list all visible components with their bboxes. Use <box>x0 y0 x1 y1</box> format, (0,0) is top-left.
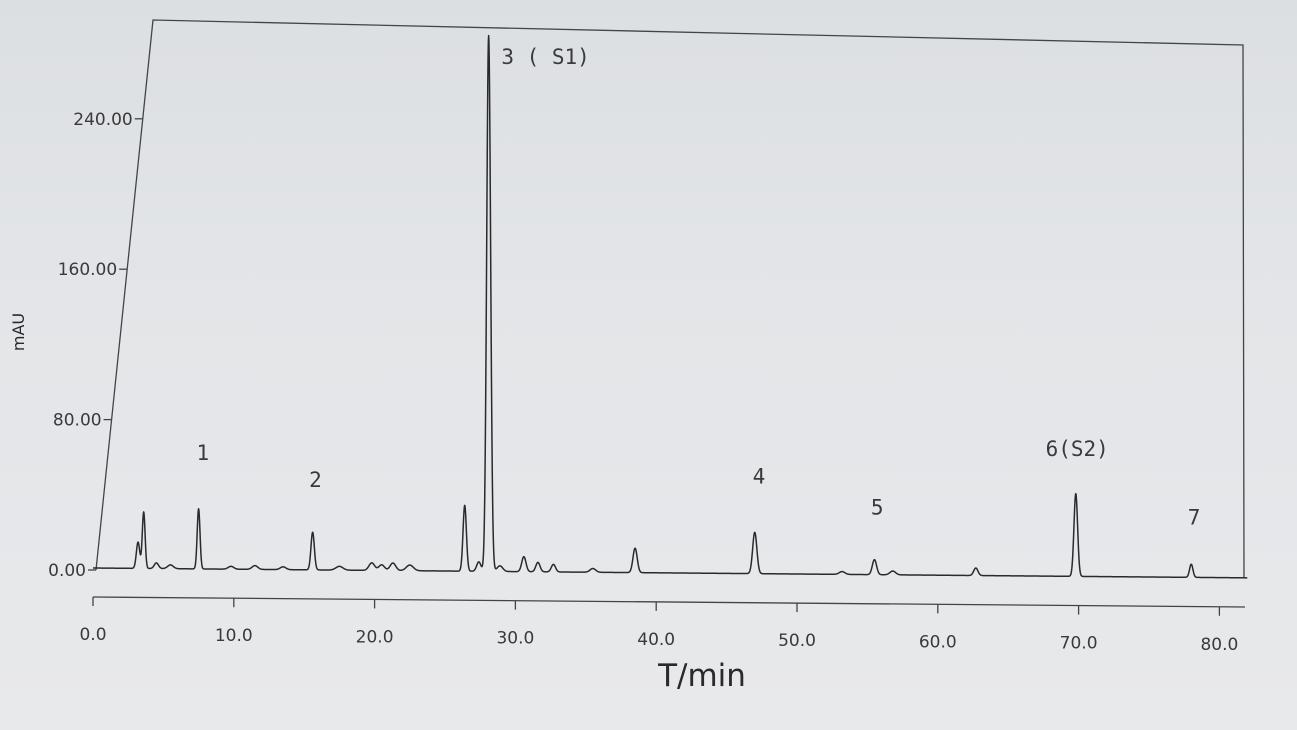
x-axis-title: T/min <box>657 658 746 694</box>
x-tick-label: 40.0 <box>637 630 675 650</box>
y-tick-label: 160.00 <box>58 260 117 280</box>
peak-label: 5 <box>871 496 884 520</box>
x-tick-label: 30.0 <box>496 629 534 649</box>
x-axis-ticks: 0.0 10.0 20.0 30.0 40.0 50.0 60.0 70.0 80.0 <box>79 597 1238 655</box>
x-tick-label: 50.0 <box>778 631 816 651</box>
x-tick-label: 10.0 <box>215 626 253 646</box>
peak-label: 7 <box>1188 506 1201 530</box>
chromatogram-trace <box>92 34 1248 579</box>
x-tick-label: 20.0 <box>356 627 394 647</box>
peak-labels: 1 2 3 ( S1) 4 5 6(S2) 7 <box>196 45 1200 530</box>
peak-label: 4 <box>753 464 766 488</box>
y-tick-label: 0.00 <box>48 561 86 581</box>
y-tick-label: 80.00 <box>53 411 102 431</box>
peak-label: 3 ( S1) <box>501 45 590 69</box>
peak-label: 2 <box>309 468 322 492</box>
plot-frame <box>95 19 1245 579</box>
y-tick-label: 240.00 <box>73 110 132 130</box>
y-axis-ticks: 0.00 80.00 160.00 240.00 <box>48 110 143 581</box>
peak-label: 6(S2) <box>1046 437 1109 461</box>
x-axis-line <box>92 596 1246 608</box>
x-tick-label: 80.0 <box>1200 635 1238 655</box>
x-tick-label: 70.0 <box>1060 634 1098 654</box>
x-tick-label: 0.0 <box>79 625 106 645</box>
x-tick-label: 60.0 <box>919 632 957 652</box>
y-axis-title: mAU <box>9 313 28 351</box>
peak-label: 1 <box>196 441 209 465</box>
